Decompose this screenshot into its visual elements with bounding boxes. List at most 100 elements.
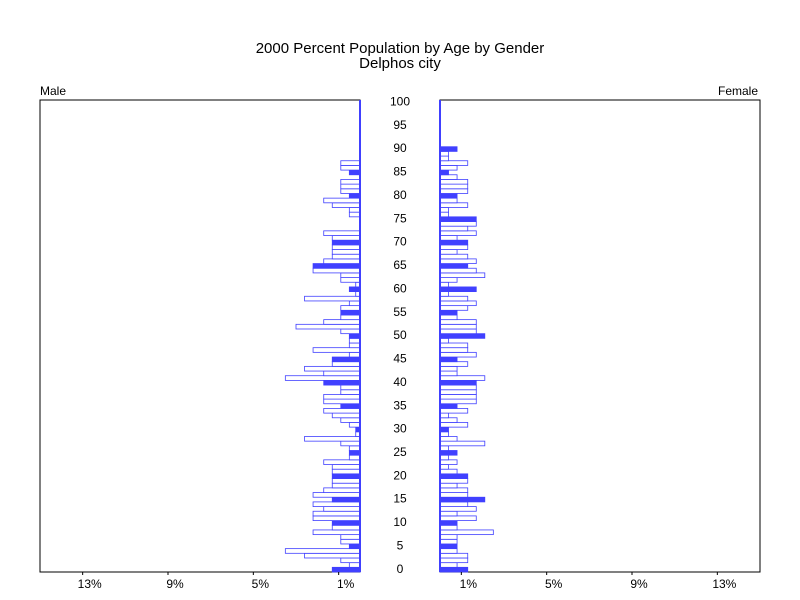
bar xyxy=(340,417,361,423)
bar xyxy=(439,379,477,386)
bar xyxy=(439,370,458,377)
bar xyxy=(439,529,494,536)
bar xyxy=(439,249,458,255)
age-label: 95 xyxy=(393,118,407,132)
bar xyxy=(323,398,361,405)
bar xyxy=(439,422,469,428)
bar xyxy=(312,501,361,507)
bar xyxy=(439,258,477,264)
age-label: 70 xyxy=(393,235,407,249)
bar xyxy=(439,351,477,358)
bar xyxy=(331,412,361,419)
bar xyxy=(340,165,361,171)
bar xyxy=(439,286,477,293)
bar xyxy=(323,379,361,386)
bar xyxy=(439,375,486,381)
bar xyxy=(331,520,361,526)
bar xyxy=(439,389,477,395)
bar xyxy=(312,263,361,269)
x-tick-label: 5% xyxy=(252,577,270,591)
bar xyxy=(439,281,449,288)
bar xyxy=(439,459,458,465)
bar xyxy=(312,347,361,353)
bar xyxy=(439,244,469,250)
bar xyxy=(439,235,458,241)
bar xyxy=(439,263,469,269)
bar xyxy=(439,221,477,227)
bar xyxy=(439,538,458,545)
bar xyxy=(348,450,361,456)
bar xyxy=(340,272,361,278)
bar xyxy=(439,146,458,152)
bar xyxy=(439,314,458,321)
bar xyxy=(439,464,449,470)
x-tick-label: 9% xyxy=(166,577,184,591)
bar xyxy=(439,478,469,484)
age-label: 85 xyxy=(393,165,407,179)
bar xyxy=(331,235,361,241)
age-label: 10 xyxy=(393,515,407,529)
bar xyxy=(439,548,458,554)
bar xyxy=(439,211,449,218)
bar xyxy=(439,515,477,521)
bar xyxy=(312,492,361,498)
bar xyxy=(323,487,361,493)
bar xyxy=(439,398,477,405)
bar xyxy=(323,258,361,264)
bar xyxy=(439,487,469,493)
bar xyxy=(439,230,477,236)
bar xyxy=(323,319,361,325)
bar xyxy=(439,524,458,531)
bar xyxy=(439,384,477,391)
female-panel xyxy=(439,99,761,573)
bar xyxy=(439,300,477,307)
bar xyxy=(439,183,469,190)
male-panel xyxy=(39,99,361,573)
female-label: Female xyxy=(718,84,758,98)
bar xyxy=(439,557,469,564)
age-label: 50 xyxy=(393,328,407,342)
bar xyxy=(323,506,361,512)
bar xyxy=(439,239,469,246)
bar xyxy=(331,249,361,255)
bar xyxy=(439,473,469,479)
bar xyxy=(439,520,458,526)
bar xyxy=(331,244,361,250)
bar xyxy=(340,384,361,391)
bar xyxy=(439,562,458,568)
bar xyxy=(323,408,361,414)
bar xyxy=(312,529,361,536)
bar xyxy=(348,333,361,339)
age-label: 60 xyxy=(393,281,407,295)
bar xyxy=(340,277,361,283)
bar xyxy=(439,165,458,171)
bar xyxy=(439,394,477,400)
bar xyxy=(340,403,361,409)
bar xyxy=(348,454,361,461)
chart-subtitle: Delphos city xyxy=(359,55,441,72)
bar xyxy=(348,422,361,428)
bar xyxy=(323,230,361,236)
bar xyxy=(439,417,458,423)
bar xyxy=(439,333,486,339)
bar xyxy=(439,450,458,456)
bar xyxy=(439,197,458,204)
bar xyxy=(340,440,361,447)
bar xyxy=(439,534,458,540)
bar xyxy=(439,347,469,353)
bar xyxy=(340,160,361,166)
bar xyxy=(439,323,477,330)
bar xyxy=(439,151,449,157)
bar xyxy=(331,361,361,367)
bar xyxy=(439,412,449,419)
bar xyxy=(439,501,469,507)
bar xyxy=(348,207,361,213)
bar xyxy=(439,291,449,297)
bar xyxy=(323,394,361,400)
male-label: Male xyxy=(40,84,66,98)
bar xyxy=(439,356,458,363)
bar xyxy=(439,193,458,199)
bar xyxy=(331,464,361,470)
bar xyxy=(340,538,361,545)
bar xyxy=(439,253,469,260)
